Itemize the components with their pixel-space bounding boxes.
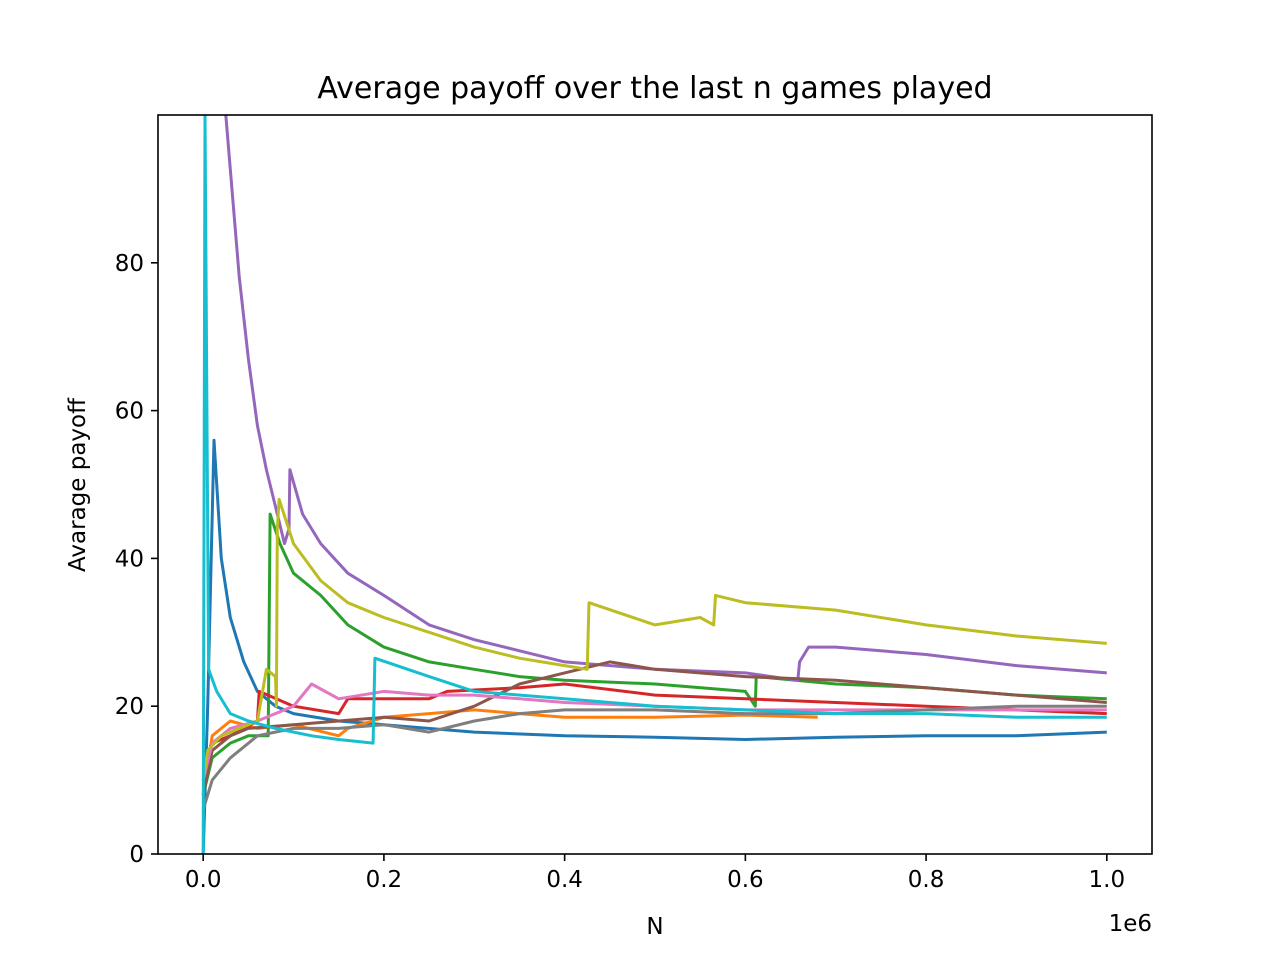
series-line-7 (201, 682, 1107, 781)
y-axis: 0 20 40 60 80 (115, 251, 158, 868)
x-tick-label: 0.6 (727, 867, 764, 893)
plot-series (201, 115, 1107, 854)
y-tick-label: 40 (115, 546, 144, 572)
x-tick-label: 0.2 (366, 867, 403, 893)
x-axis: 0.0 0.2 0.4 0.6 0.8 1.0 (185, 854, 1125, 893)
series-line-4 (201, 682, 1107, 766)
y-tick-label: 0 (129, 842, 144, 868)
chart-title: Average payoff over the last n games pla… (317, 71, 992, 106)
y-tick-label: 80 (115, 251, 144, 277)
x-tick-label: 0.4 (546, 867, 583, 893)
x-tick-label: 0.0 (185, 867, 222, 893)
x-tick-label: 1.0 (1089, 867, 1126, 893)
x-tick-label: 0.8 (908, 867, 945, 893)
y-tick-label: 20 (115, 694, 144, 720)
series-line-3 (201, 512, 1107, 796)
y-axis-label: Avarage payoff (65, 397, 91, 572)
series-line-6 (201, 660, 1107, 796)
series-line-10 (201, 115, 1107, 854)
series-line-2 (201, 708, 818, 796)
series-line-1 (201, 438, 1107, 854)
series-line-9 (201, 497, 1107, 781)
x-axis-offset-label: 1e6 (1109, 911, 1152, 937)
plot-frame (157, 114, 1153, 855)
y-tick-label: 60 (115, 399, 144, 425)
series-line-5 (224, 115, 1107, 682)
x-axis-label: N (646, 914, 663, 940)
